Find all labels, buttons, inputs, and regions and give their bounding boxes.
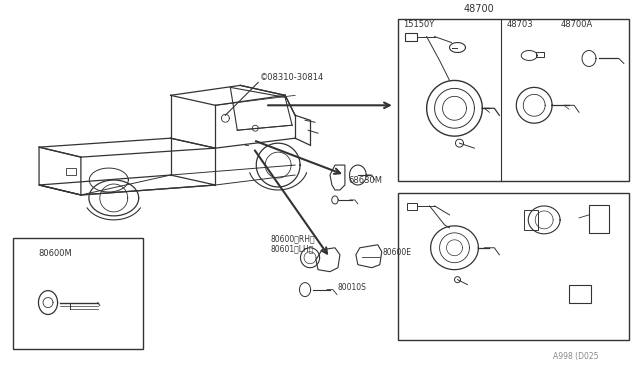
- Bar: [397, 193, 629, 340]
- Text: 68630M: 68630M: [348, 176, 382, 185]
- Text: 15150Y: 15150Y: [403, 20, 434, 29]
- Bar: [66, 168, 76, 175]
- Bar: [13, 238, 143, 349]
- Bar: [589, 205, 609, 233]
- Text: 80601〈LH〉: 80601〈LH〉: [270, 245, 314, 254]
- Text: A998 (D025: A998 (D025: [554, 352, 599, 361]
- Text: 48700: 48700: [463, 4, 494, 14]
- Bar: [404, 33, 417, 41]
- Text: 80600〈RH〉: 80600〈RH〉: [270, 235, 315, 244]
- Text: 80600E: 80600E: [383, 248, 412, 257]
- Bar: [406, 203, 417, 210]
- Text: 48700A: 48700A: [561, 20, 593, 29]
- Bar: [536, 51, 544, 58]
- Text: 80600M: 80600M: [38, 249, 72, 258]
- Bar: [524, 210, 538, 230]
- Bar: [397, 19, 629, 181]
- Bar: [569, 285, 591, 302]
- Text: 80010S: 80010S: [338, 283, 367, 292]
- Text: 48703: 48703: [506, 20, 533, 29]
- Text: ©08310-30814: ©08310-30814: [260, 73, 324, 82]
